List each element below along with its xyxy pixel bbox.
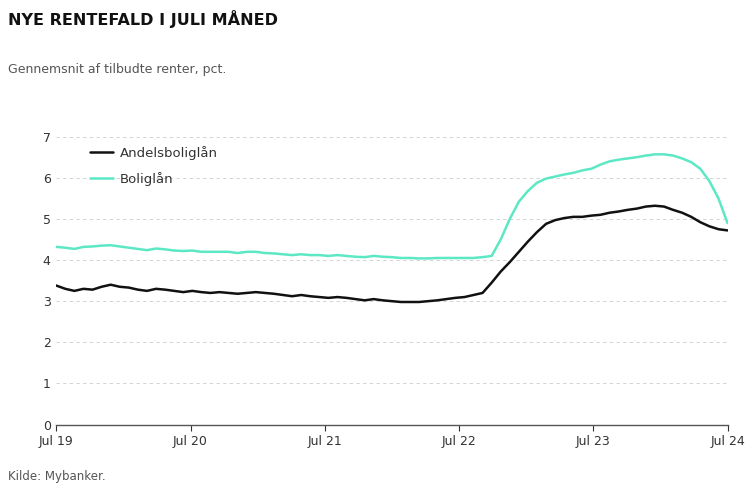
Andelsboliglån — [397, 299, 406, 305]
Andelsboliglån — [650, 203, 659, 209]
Boliglån — [596, 162, 605, 167]
Boliglån — [614, 157, 623, 163]
Boliglån — [106, 243, 116, 248]
Text: Gennemsnit af tilbudte renter, pct.: Gennemsnit af tilbudte renter, pct. — [8, 63, 226, 77]
Andelsboliglån — [52, 283, 61, 288]
Andelsboliglån — [723, 227, 732, 233]
Andelsboliglån — [668, 207, 677, 213]
Boliglån — [52, 244, 61, 250]
Line: Boliglån: Boliglån — [56, 154, 728, 258]
Boliglån — [650, 151, 659, 157]
Boliglån — [587, 166, 596, 172]
Boliglån — [568, 170, 578, 176]
Boliglån — [415, 255, 424, 261]
Andelsboliglån — [614, 208, 623, 214]
Line: Andelsboliglån: Andelsboliglån — [56, 206, 728, 302]
Legend: Andelsboliglån, Boliglån: Andelsboliglån, Boliglån — [90, 146, 218, 186]
Andelsboliglån — [596, 212, 605, 218]
Andelsboliglån — [106, 282, 116, 287]
Andelsboliglån — [587, 213, 596, 219]
Text: Kilde: Mybanker.: Kilde: Mybanker. — [8, 470, 105, 483]
Text: NYE RENTEFALD I JULI MÅNED: NYE RENTEFALD I JULI MÅNED — [8, 10, 278, 28]
Andelsboliglån — [568, 214, 578, 220]
Boliglån — [723, 220, 732, 226]
Boliglån — [668, 153, 677, 159]
